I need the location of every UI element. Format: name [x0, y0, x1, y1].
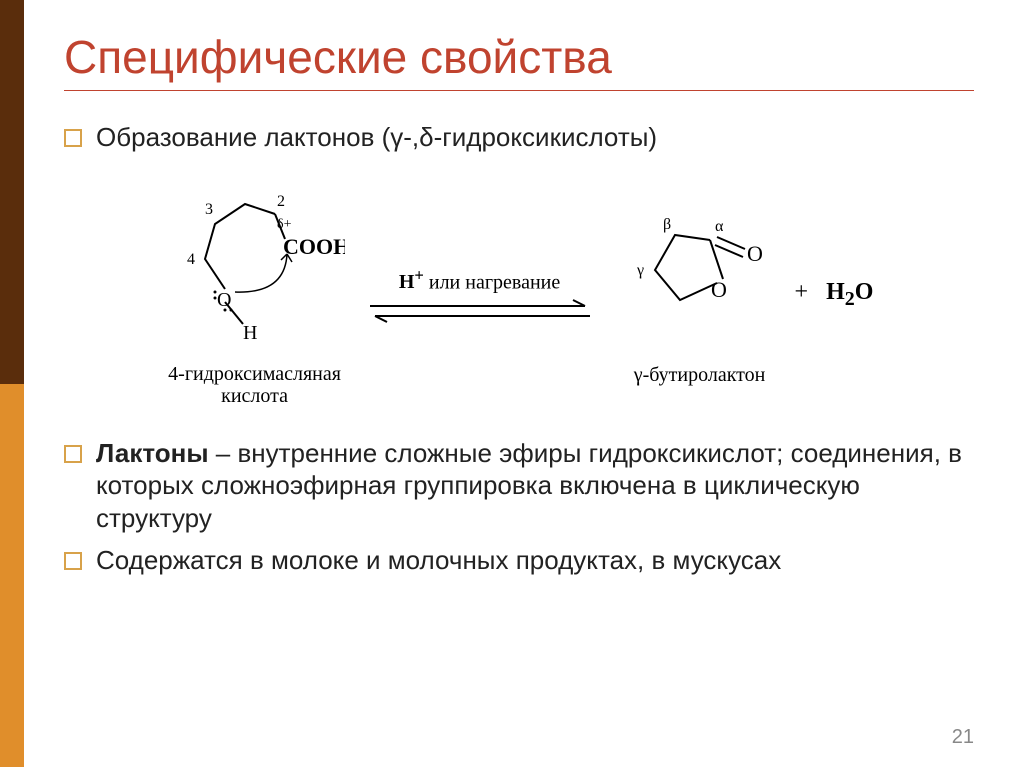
equilibrium-arrows-icon	[365, 296, 595, 324]
label-h: H	[243, 322, 257, 344]
reaction-arrow: H+ или нагревание	[365, 266, 595, 325]
bullet-icon	[64, 445, 82, 463]
slide-content: Специфические свойства Образование лакто…	[24, 0, 1024, 767]
bullet-2-rest: – внутренние сложные эфиры гидроксикисло…	[96, 438, 962, 533]
arrow-cond: или нагревание	[429, 271, 560, 293]
plus-sign: +	[795, 279, 809, 305]
bullet-3-text: Содержатся в молоке и молочных продуктах…	[96, 544, 781, 577]
reaction-scheme: 2 3 4 δ+ COOH O H 4-гидроксимасляная кис…	[64, 184, 974, 407]
label-cooh: COOH	[283, 234, 345, 259]
water: H2O	[826, 279, 873, 305]
reactant-caption-l1: 4-гидроксимасляная	[168, 363, 341, 385]
arrow-label: H+ или нагревание	[365, 266, 595, 295]
page-title: Специфические свойства	[64, 30, 974, 84]
byproduct: + H2O	[795, 279, 874, 311]
bullet-2: Лактоны – внутренние сложные эфиры гидро…	[64, 437, 974, 535]
bullet-icon	[64, 552, 82, 570]
label-ringo: O	[711, 277, 727, 302]
title-rule	[64, 90, 974, 91]
sidebar-dark	[0, 0, 24, 384]
bullet-icon	[64, 129, 82, 147]
reactant-caption: 4-гидроксимасляная кислота	[165, 363, 345, 407]
page-number: 21	[952, 726, 974, 749]
product: α β γ O O γ-бутиролактон	[615, 205, 785, 386]
label-alpha: α	[715, 218, 724, 235]
reactant-caption-l2: кислота	[221, 385, 288, 407]
label-gamma: γ	[636, 262, 644, 279]
bullet-1-text: Образование лактонов (γ-,δ-гидроксикисло…	[96, 121, 657, 154]
sidebar	[0, 0, 24, 767]
label-o: O	[217, 289, 231, 311]
label-2: 2	[277, 193, 285, 210]
label-delta: δ+	[277, 217, 292, 232]
product-structure: α β γ O O	[615, 205, 785, 355]
label-4: 4	[187, 251, 195, 268]
bullet-2-bold: Лактоны	[96, 438, 209, 468]
bullet-2-text: Лактоны – внутренние сложные эфиры гидро…	[96, 437, 974, 535]
label-oxo: O	[747, 241, 763, 266]
sidebar-light	[0, 384, 24, 767]
reactant-structure: 2 3 4 δ+ COOH O H	[165, 184, 345, 354]
product-caption: γ-бутиролактон	[615, 364, 785, 386]
bullet-1: Образование лактонов (γ-,δ-гидроксикисло…	[64, 121, 974, 154]
label-beta: β	[663, 216, 671, 233]
reactant: 2 3 4 δ+ COOH O H 4-гидроксимасляная кис…	[165, 184, 345, 407]
label-3: 3	[205, 201, 213, 218]
bullet-3: Содержатся в молоке и молочных продуктах…	[64, 544, 974, 577]
